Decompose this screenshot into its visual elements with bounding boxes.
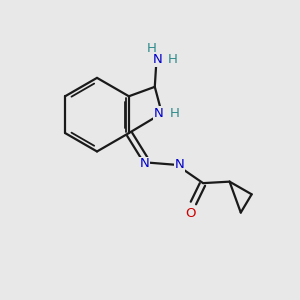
Text: H: H <box>169 107 179 120</box>
Text: N: N <box>175 158 184 171</box>
Text: N: N <box>139 158 149 170</box>
Text: N: N <box>153 53 163 66</box>
Text: H: H <box>147 42 157 55</box>
Text: H: H <box>167 53 177 66</box>
Text: O: O <box>185 207 196 220</box>
Text: N: N <box>153 107 163 120</box>
